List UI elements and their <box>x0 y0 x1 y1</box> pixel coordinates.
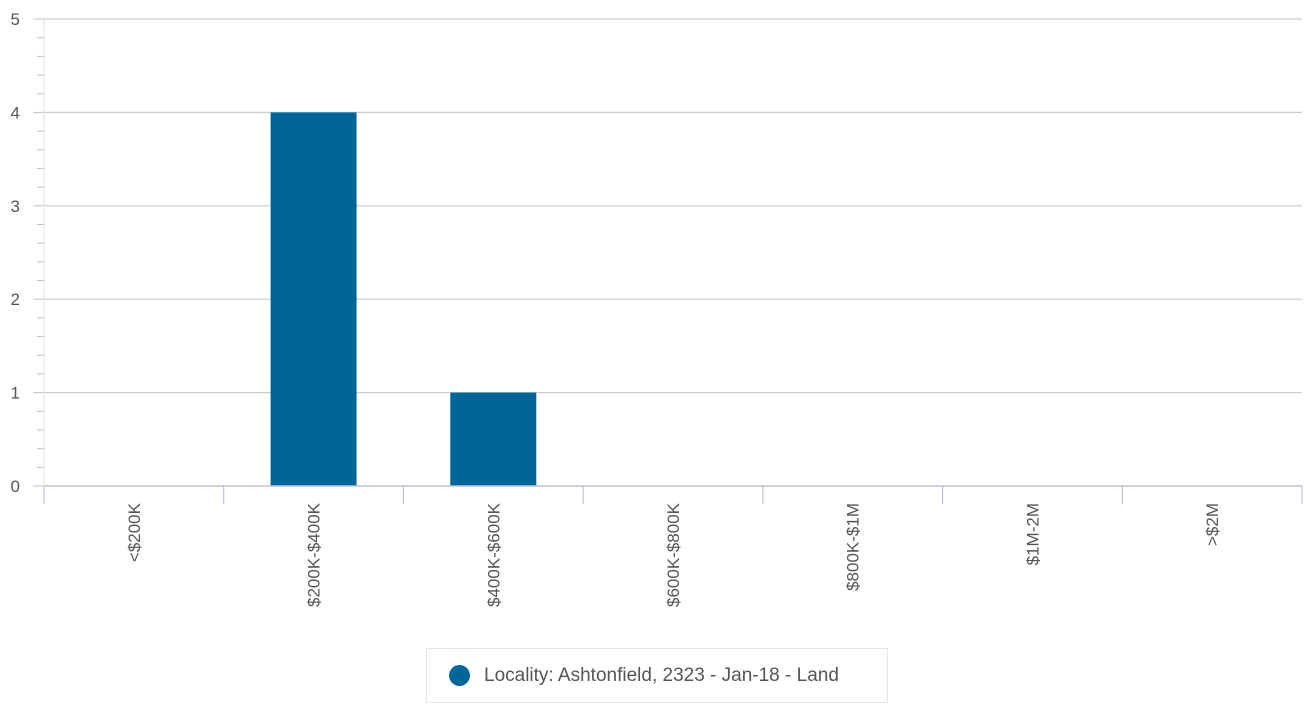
y-axis-labels: 0 1 2 3 4 5 <box>11 10 20 496</box>
grid-lines <box>44 18 1302 394</box>
y-tick-label: 4 <box>11 103 20 122</box>
bars <box>270 112 537 487</box>
y-tick-label: 1 <box>11 384 20 403</box>
x-tick-label: $600K-$800K <box>664 502 683 607</box>
x-tick-label: $400K-$600K <box>484 502 503 607</box>
legend[interactable]: Locality: Ashtonfield, 2323 - Jan-18 - L… <box>426 648 888 703</box>
x-axis <box>43 485 1303 504</box>
bar <box>270 112 357 487</box>
y-tick-label: 3 <box>11 197 20 216</box>
x-tick-label: $200K-$400K <box>305 502 324 607</box>
y-tick-label: 2 <box>11 290 20 309</box>
legend-marker-icon <box>449 665 470 686</box>
x-tick-label: $800K-$1M <box>844 503 863 591</box>
legend-label: Locality: Ashtonfield, 2323 - Jan-18 - L… <box>484 664 839 686</box>
y-tick-label: 5 <box>11 10 20 29</box>
y-tick-label: 0 <box>11 477 20 496</box>
y-axis-minor-ticks <box>33 18 45 487</box>
x-tick-label: <$200K <box>125 502 144 562</box>
x-tick-label: >$2M <box>1203 503 1222 546</box>
x-axis-labels: <$200K $200K-$400K $400K-$600K $600K-$800K $… <box>125 502 1222 607</box>
x-tick-label: $1M-2M <box>1023 503 1042 565</box>
bar <box>450 392 537 486</box>
